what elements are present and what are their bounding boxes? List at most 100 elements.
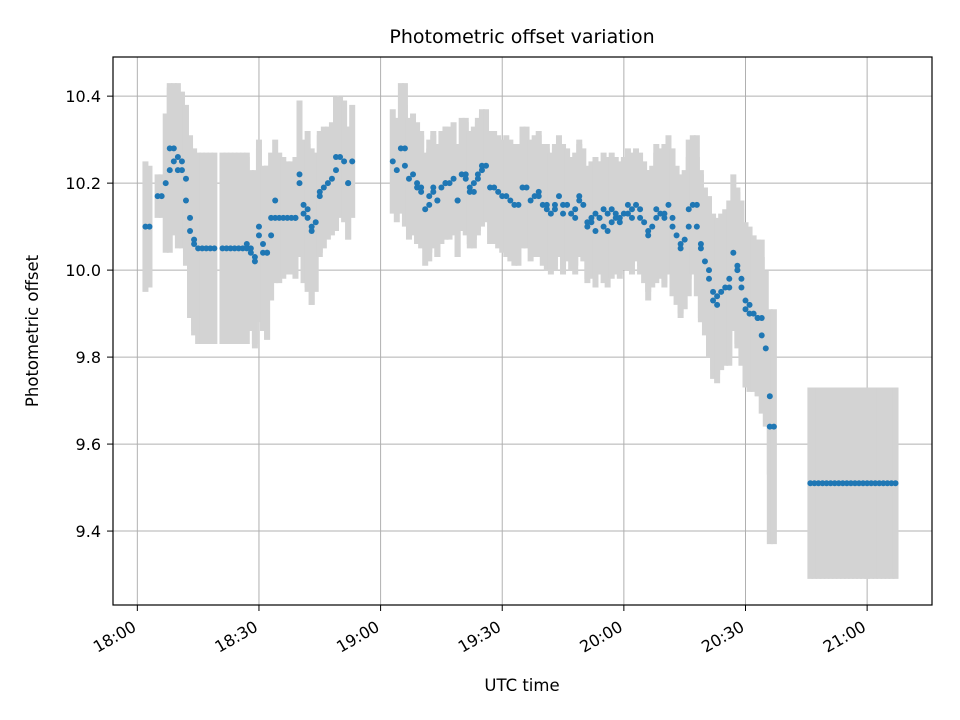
data-point (300, 201, 307, 208)
data-point (770, 423, 777, 430)
data-point (551, 201, 558, 208)
data-point (405, 175, 412, 182)
data-point (454, 197, 461, 204)
data-point (292, 214, 299, 221)
data-point (592, 227, 599, 234)
data-point (726, 284, 733, 291)
data-point (564, 201, 571, 208)
data-point (600, 223, 607, 230)
data-point (430, 184, 437, 191)
data-point (576, 193, 583, 200)
data-point (608, 219, 615, 226)
data-point (158, 193, 165, 200)
data-point (337, 154, 344, 161)
data-point (316, 193, 323, 200)
data-point (734, 262, 741, 269)
data-point (178, 167, 185, 174)
data-point (710, 297, 717, 304)
data-point (251, 254, 258, 261)
y-axis-ticks: 9.4 9.6 9.8 10.0 10.2 10.4 (65, 87, 113, 541)
data-point (600, 206, 607, 213)
data-point (697, 241, 704, 248)
data-point (422, 206, 429, 213)
data-point (462, 171, 469, 178)
data-point (726, 275, 733, 282)
data-point (560, 210, 567, 217)
data-point (308, 223, 315, 230)
data-point (584, 223, 591, 230)
data-point (324, 180, 331, 187)
data-point (568, 210, 575, 217)
data-point (637, 214, 644, 221)
data-point (527, 197, 534, 204)
data-point (669, 223, 676, 230)
data-point (166, 167, 173, 174)
data-point (572, 206, 579, 213)
data-point (734, 267, 741, 274)
data-point (701, 258, 708, 265)
data-point (474, 175, 481, 182)
data-point (738, 284, 745, 291)
data-point (685, 206, 692, 213)
data-point (645, 227, 652, 234)
y-axis-label: Photometric offset (23, 254, 42, 407)
data-point (714, 301, 721, 308)
y-tick-label: 9.6 (76, 435, 101, 454)
data-point (260, 241, 267, 248)
data-point (588, 219, 595, 226)
data-point (187, 227, 194, 234)
data-point (604, 227, 611, 234)
data-point (170, 158, 177, 165)
data-point (665, 201, 672, 208)
data-point (345, 180, 352, 187)
data-point (450, 175, 457, 182)
data-point (714, 293, 721, 300)
data-point (551, 206, 558, 213)
y-tick-label: 10.2 (65, 174, 101, 193)
data-point (320, 184, 327, 191)
data-point (401, 145, 408, 152)
data-point (401, 162, 408, 169)
data-point (628, 214, 635, 221)
data-point (762, 345, 769, 352)
data-point (341, 158, 348, 165)
data-point (697, 245, 704, 252)
data-point (746, 301, 753, 308)
plot-frame (112, 56, 933, 606)
data-point (616, 214, 623, 221)
data-point (503, 193, 510, 200)
data-point (543, 201, 550, 208)
data-point (673, 232, 680, 239)
data-point (543, 206, 550, 213)
data-point (624, 210, 631, 217)
data-point (300, 210, 307, 217)
y-tick-label: 10.0 (65, 261, 101, 280)
data-point (710, 288, 717, 295)
data-point (718, 288, 725, 295)
data-point (758, 332, 765, 339)
data-point (661, 210, 668, 217)
data-point (264, 249, 271, 256)
data-point (653, 206, 660, 213)
data-point (446, 180, 453, 187)
data-point (478, 167, 485, 174)
data-point (495, 188, 502, 195)
data-point (742, 297, 749, 304)
data-point (742, 306, 749, 313)
data-point (389, 158, 396, 165)
data-point (645, 232, 652, 239)
data-point (706, 267, 712, 274)
data-point (624, 201, 631, 208)
data-point (296, 180, 303, 187)
data-point (182, 175, 189, 182)
data-point (758, 314, 765, 321)
data-point (316, 188, 323, 195)
data-point (211, 245, 218, 252)
data-point (251, 258, 258, 265)
data-point (474, 171, 481, 178)
data-point (430, 188, 437, 195)
data-point (426, 201, 433, 208)
data-point (418, 188, 425, 195)
data-point (693, 223, 700, 230)
